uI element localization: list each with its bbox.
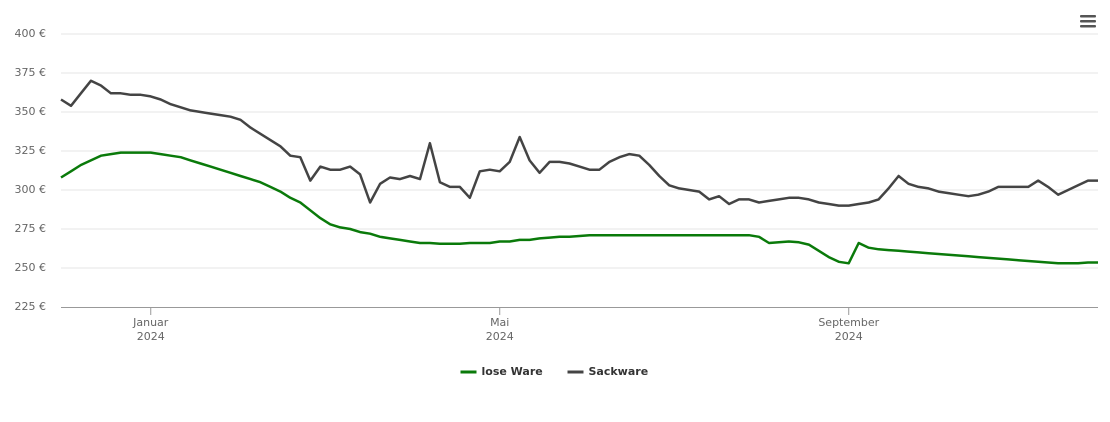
menu-icon[interactable]	[1078, 12, 1098, 32]
x-tick-label: September 2024	[818, 316, 880, 343]
y-tick-label: 400 €	[15, 27, 47, 40]
legend-label: lose Ware	[482, 365, 543, 378]
y-tick-label: 225 €	[15, 300, 47, 313]
y-tick-label: 375 €	[15, 66, 47, 79]
legend-label: Sackware	[589, 365, 649, 378]
x-tick-label: Januar 2024	[133, 316, 169, 343]
y-tick-label: 350 €	[15, 105, 47, 118]
y-tick-label: 250 €	[15, 261, 47, 274]
series-line	[60, 151, 1098, 265]
y-tick-label: 275 €	[15, 222, 47, 235]
y-tick-label: 325 €	[15, 144, 47, 157]
y-tick-label: 300 €	[15, 183, 47, 196]
legend-item[interactable]: Sackware	[567, 365, 649, 378]
menu-bar	[1080, 20, 1096, 23]
series-line	[60, 79, 1098, 207]
menu-bar	[1080, 25, 1096, 28]
x-tick-label: Mai 2024	[485, 316, 514, 343]
menu-bar	[1080, 15, 1096, 18]
legend-item[interactable]: lose Ware	[460, 365, 543, 378]
